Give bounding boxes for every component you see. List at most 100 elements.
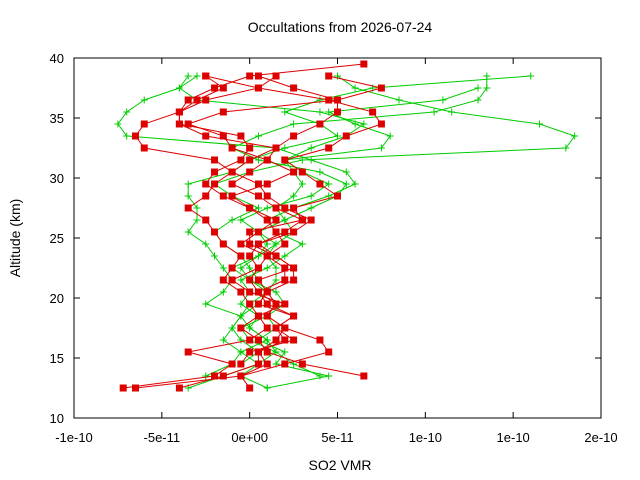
data-point bbox=[246, 300, 254, 308]
data-point bbox=[254, 156, 262, 164]
data-point bbox=[334, 132, 341, 140]
data-point bbox=[307, 204, 315, 212]
data-point bbox=[131, 132, 139, 140]
data-point bbox=[272, 276, 280, 284]
data-point bbox=[219, 276, 227, 284]
data-point bbox=[202, 240, 210, 248]
data-point bbox=[254, 72, 262, 80]
data-point bbox=[272, 228, 280, 236]
data-point bbox=[131, 384, 139, 392]
data-point bbox=[193, 216, 201, 224]
data-point bbox=[228, 360, 236, 368]
data-point bbox=[202, 180, 210, 188]
data-point bbox=[254, 264, 262, 272]
data-point bbox=[290, 168, 298, 176]
data-point bbox=[184, 204, 192, 212]
data-point bbox=[211, 156, 219, 164]
data-point bbox=[316, 336, 324, 344]
data-point bbox=[254, 84, 262, 92]
y-tick-label-0: 10 bbox=[50, 411, 64, 426]
data-point bbox=[272, 144, 280, 152]
data-point bbox=[298, 180, 306, 188]
data-point bbox=[307, 156, 315, 164]
data-point bbox=[272, 300, 280, 308]
data-point bbox=[237, 324, 245, 332]
data-point bbox=[237, 240, 245, 248]
data-point bbox=[263, 240, 271, 248]
x-axis-label: SO2 VMR bbox=[308, 457, 371, 473]
data-point bbox=[140, 144, 148, 152]
data-point bbox=[254, 180, 262, 188]
data-point bbox=[325, 96, 333, 104]
series-line-6 bbox=[123, 63, 364, 389]
data-point bbox=[483, 84, 491, 92]
x-tick-label-6: 2e-10 bbox=[584, 430, 617, 445]
data-point bbox=[360, 60, 368, 68]
data-point bbox=[254, 348, 262, 356]
data-point bbox=[184, 192, 192, 200]
data-point bbox=[316, 180, 324, 188]
data-point bbox=[175, 120, 183, 128]
series-2 bbox=[114, 72, 359, 392]
data-point bbox=[272, 336, 280, 344]
y-tick-label-6: 40 bbox=[50, 51, 64, 66]
data-point bbox=[298, 240, 306, 248]
data-point bbox=[562, 144, 570, 152]
data-point bbox=[439, 96, 447, 104]
data-point bbox=[351, 84, 359, 92]
data-point bbox=[342, 180, 350, 188]
data-point bbox=[298, 168, 306, 176]
data-point bbox=[219, 264, 227, 272]
data-point bbox=[254, 240, 262, 248]
data-point bbox=[369, 108, 377, 116]
x-tick-label-4: 1e-10 bbox=[409, 430, 442, 445]
data-point bbox=[351, 180, 359, 188]
series-11 bbox=[202, 72, 385, 368]
data-point bbox=[263, 156, 271, 164]
data-point bbox=[325, 180, 333, 188]
x-tick-label-2: 0e+00 bbox=[231, 430, 268, 445]
data-point bbox=[263, 264, 271, 272]
data-point bbox=[281, 264, 289, 272]
data-point bbox=[281, 336, 289, 344]
series-line-4 bbox=[231, 87, 479, 365]
data-point bbox=[175, 108, 183, 116]
data-point bbox=[237, 132, 245, 140]
data-point bbox=[281, 348, 289, 356]
data-point bbox=[263, 360, 271, 368]
data-point bbox=[237, 300, 245, 308]
x-tick-label-5: 1e-10 bbox=[497, 430, 530, 445]
data-point bbox=[246, 144, 254, 152]
data-point bbox=[307, 216, 315, 224]
data-point bbox=[263, 252, 271, 260]
data-point bbox=[175, 384, 183, 392]
data-point bbox=[281, 300, 289, 308]
data-point bbox=[246, 348, 254, 356]
data-point bbox=[448, 108, 456, 116]
data-point bbox=[219, 372, 227, 380]
data-point bbox=[184, 348, 192, 356]
data-point bbox=[263, 312, 271, 320]
data-point bbox=[246, 324, 254, 332]
data-point bbox=[254, 276, 262, 284]
data-point bbox=[377, 144, 385, 152]
data-point bbox=[316, 108, 324, 116]
data-point bbox=[298, 216, 306, 224]
data-point bbox=[219, 192, 227, 200]
y-axis-label: Altitude (km) bbox=[7, 199, 23, 278]
data-point bbox=[246, 336, 254, 344]
data-point bbox=[316, 120, 324, 128]
data-point bbox=[237, 276, 245, 284]
data-point bbox=[290, 336, 298, 344]
data-point bbox=[211, 252, 219, 260]
data-point bbox=[211, 84, 219, 92]
data-point bbox=[254, 288, 262, 296]
data-point bbox=[228, 180, 236, 188]
data-point bbox=[193, 96, 201, 104]
data-point bbox=[246, 204, 254, 212]
data-point bbox=[281, 144, 289, 152]
data-point bbox=[246, 252, 254, 260]
x-tick-label-0: -1e-10 bbox=[55, 430, 93, 445]
data-point bbox=[386, 132, 394, 140]
data-point bbox=[263, 204, 271, 212]
